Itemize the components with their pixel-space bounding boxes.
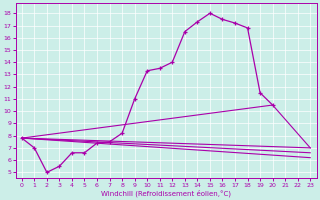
X-axis label: Windchill (Refroidissement éolien,°C): Windchill (Refroidissement éolien,°C) xyxy=(101,189,231,197)
